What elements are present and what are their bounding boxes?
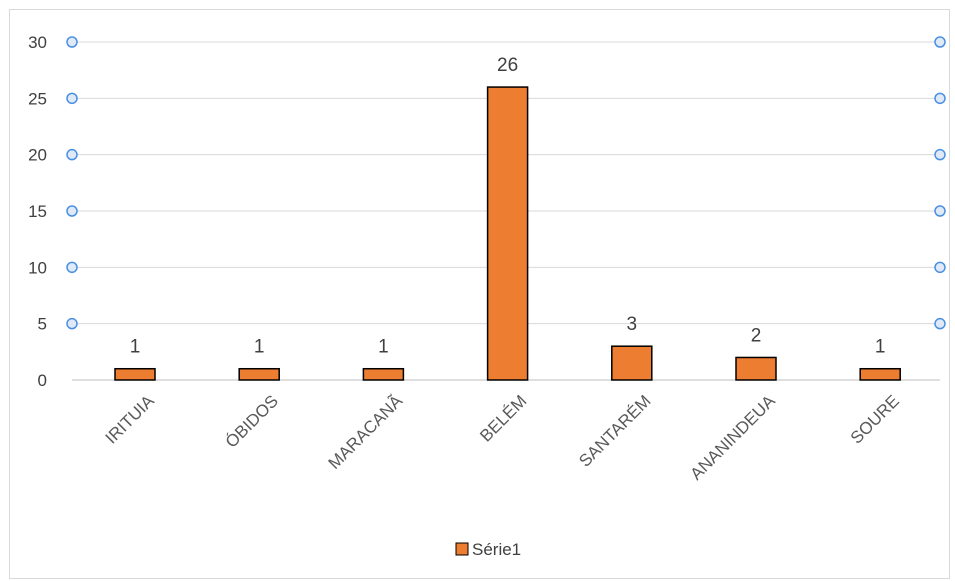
x-tick-label: ANANINDEUA	[687, 391, 780, 484]
selection-handle	[934, 36, 946, 48]
y-tick-label: 25	[28, 89, 47, 108]
x-tick-label: MARACANÃ	[325, 391, 407, 473]
y-tick-label: 10	[28, 258, 47, 277]
selection-handle	[66, 36, 78, 48]
selection-handle	[66, 317, 78, 330]
bar	[362, 367, 405, 381]
selection-handle	[66, 205, 78, 217]
selection-handle	[934, 317, 946, 330]
selection-handle	[66, 261, 78, 274]
x-tick-label: SOURE	[847, 391, 903, 447]
x-tick-label: IRITUIA	[102, 391, 159, 448]
legend[interactable]: Série1	[455, 540, 521, 559]
data-label: 1	[254, 337, 265, 358]
bar	[486, 86, 529, 381]
legend-swatch-serie1	[455, 542, 469, 556]
bar	[238, 367, 280, 381]
x-tick-label: ÓBIDOS	[222, 391, 282, 451]
y-tick-label: 0	[38, 371, 47, 390]
bars	[114, 86, 901, 381]
y-tick-label: 20	[28, 146, 47, 165]
bar	[114, 367, 156, 381]
legend-label-serie1: Série1	[472, 540, 521, 559]
y-tick-label: 30	[28, 33, 47, 52]
chart-frame	[9, 9, 950, 579]
data-label: 2	[751, 325, 762, 346]
selection-handle	[934, 261, 946, 274]
data-label: 26	[497, 55, 518, 76]
data-label: 3	[627, 314, 638, 335]
data-labels: 1 1 1 26 3 2 1	[130, 55, 886, 358]
selection-handle	[934, 205, 946, 217]
y-tick-label: 15	[28, 202, 47, 221]
data-label: 1	[875, 337, 886, 358]
y-axis: 0 5 10 15 20 25 30	[28, 33, 47, 390]
data-label: 1	[378, 337, 389, 358]
bar	[611, 345, 653, 381]
bar	[859, 367, 901, 381]
x-tick-label: SANTARÉM	[575, 391, 654, 470]
x-axis: IRITUIA ÓBIDOS MARACANÃ BELÉM SANTARÉM ANANIN…	[102, 391, 903, 484]
selection-handle	[934, 148, 946, 161]
selection-handle	[66, 148, 78, 161]
y-tick-label: 5	[38, 315, 47, 334]
selection-handles	[66, 36, 946, 330]
selection-handle	[934, 92, 946, 105]
x-tick-label: BELÉM	[476, 391, 530, 445]
data-label: 1	[130, 337, 141, 358]
selection-handle	[66, 92, 78, 105]
bar	[735, 356, 777, 381]
